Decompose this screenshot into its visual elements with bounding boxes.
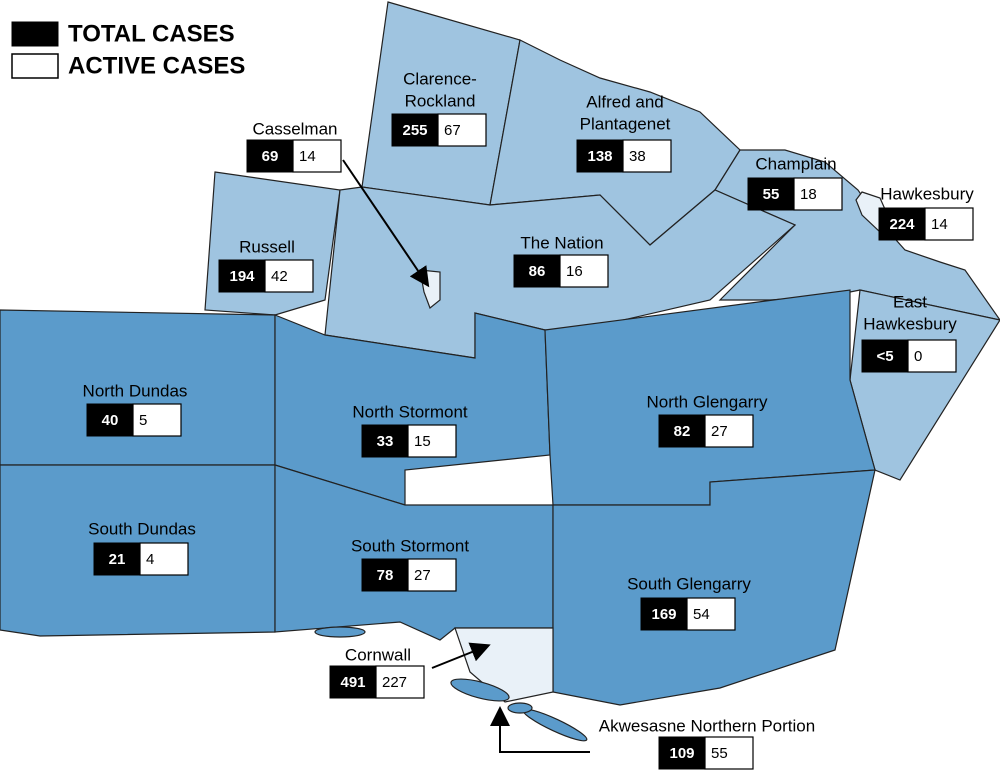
active-box — [704, 736, 754, 770]
region-name: East — [893, 292, 927, 311]
active-box — [559, 254, 609, 288]
active-cases: 0 — [914, 348, 922, 365]
active-cases: 14 — [931, 216, 948, 233]
region-name: Alfred and — [586, 92, 664, 111]
active-cases: 54 — [693, 606, 710, 623]
active-cases: 42 — [271, 268, 288, 285]
total-box — [513, 254, 561, 288]
total-cases: 109 — [669, 745, 694, 762]
region-name: South Stormont — [351, 536, 469, 555]
arrow — [431, 642, 491, 669]
total-cases: 40 — [102, 412, 119, 429]
total-cases: 21 — [109, 551, 126, 568]
total-box — [576, 139, 624, 173]
active-box — [139, 542, 189, 576]
legend-swatch — [11, 53, 59, 79]
region-name: Hawkesbury — [863, 314, 957, 333]
region-name: Champlain — [755, 154, 836, 173]
region-name: Clarence- — [403, 69, 477, 88]
active-box — [793, 177, 843, 211]
region-shape — [552, 469, 876, 706]
total-box — [391, 113, 439, 147]
total-box — [246, 139, 294, 173]
active-cases: 4 — [146, 551, 154, 568]
total-cases: 33 — [377, 433, 394, 450]
region-name: North Dundas — [83, 381, 188, 400]
total-cases: 194 — [229, 268, 255, 285]
legend-label: ACTIVE CASES — [68, 52, 245, 79]
region-name: South Dundas — [88, 519, 196, 538]
active-box — [407, 558, 457, 592]
total-cases: 169 — [651, 606, 676, 623]
region-name: Cornwall — [345, 645, 411, 664]
active-box — [264, 259, 314, 293]
region-name: Russell — [239, 237, 295, 256]
total-cases: 224 — [889, 216, 915, 233]
active-cases: 15 — [414, 433, 431, 450]
total-box — [329, 665, 377, 699]
active-cases: 16 — [566, 263, 583, 280]
region-name: Plantagenet — [580, 114, 671, 133]
active-box — [686, 597, 736, 631]
legend-swatch — [11, 21, 59, 47]
total-cases: 69 — [262, 148, 279, 165]
arrows — [342, 159, 590, 753]
active-cases: 27 — [414, 567, 431, 584]
total-cases: 491 — [340, 674, 365, 691]
total-cases: 82 — [674, 423, 691, 440]
total-box — [658, 414, 706, 448]
active-cases: 38 — [629, 148, 646, 165]
region-name: Akwesasne Northern Portion — [599, 716, 815, 735]
active-box — [622, 139, 672, 173]
island — [507, 702, 533, 714]
region-name: Casselman — [252, 119, 337, 138]
active-box — [407, 424, 457, 458]
total-cases: 255 — [402, 122, 427, 139]
active-cases: 27 — [711, 423, 728, 440]
active-box — [907, 339, 957, 373]
active-box — [704, 414, 754, 448]
active-cases: 18 — [800, 186, 817, 203]
active-cases: 5 — [139, 412, 147, 429]
active-box — [375, 665, 425, 699]
total-cases: 55 — [763, 186, 780, 203]
regions — [0, 1, 1000, 742]
total-cases: 138 — [587, 148, 612, 165]
region-name: The Nation — [520, 233, 603, 252]
island — [314, 626, 366, 638]
total-box — [86, 403, 134, 437]
legend: TOTAL CASES ACTIVE CASES — [11, 20, 245, 79]
total-box — [747, 177, 795, 211]
arrow — [490, 706, 590, 753]
active-box — [924, 207, 974, 241]
active-cases: 55 — [711, 745, 728, 762]
active-cases: 67 — [444, 122, 461, 139]
active-box — [132, 403, 182, 437]
total-cases: <5 — [876, 348, 893, 365]
arrow — [342, 159, 430, 288]
legend-label: TOTAL CASES — [68, 20, 235, 47]
region-name: North Glengarry — [647, 392, 768, 411]
active-box — [437, 113, 487, 147]
region-name: Rockland — [405, 91, 476, 110]
region-shape — [849, 289, 1000, 481]
total-cases: 78 — [377, 567, 394, 584]
active-cases: 14 — [299, 148, 316, 165]
total-box — [861, 339, 909, 373]
total-cases: 86 — [529, 263, 546, 280]
total-box — [878, 207, 926, 241]
island — [450, 678, 510, 702]
region-name: South Glengarry — [627, 574, 751, 593]
region-name: North Stormont — [352, 402, 468, 421]
region-name: Hawkesbury — [880, 184, 974, 203]
active-box — [292, 139, 342, 173]
island — [522, 708, 588, 742]
active-cases: 227 — [382, 674, 407, 691]
